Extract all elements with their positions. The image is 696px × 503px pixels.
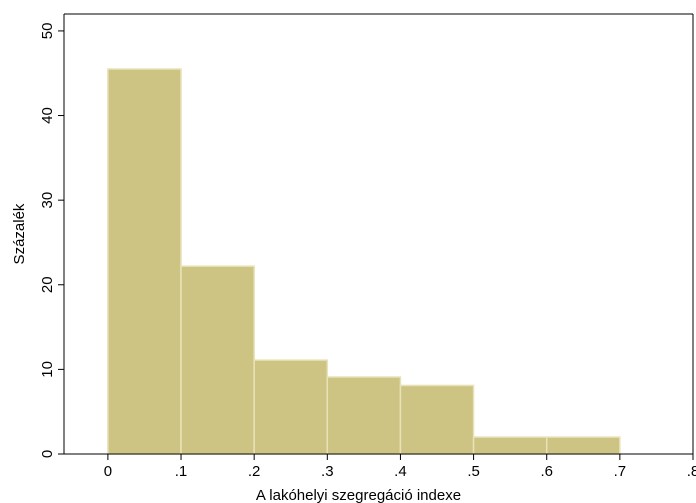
y-tick-label: 50: [39, 23, 56, 40]
x-tick-label: .2: [248, 463, 261, 480]
histogram-bar: [326, 376, 402, 455]
x-tick-label: .3: [321, 463, 334, 480]
histogram-bar: [472, 436, 548, 455]
histogram-bar: [180, 265, 255, 455]
x-axis-title: A lakóhelyi szegregáció indexe: [256, 487, 461, 503]
x-tick-label: .7: [614, 463, 627, 480]
y-ticks-group: 0 10 20 30 40 50: [39, 23, 64, 458]
y-tick-label: 0: [39, 450, 56, 458]
x-ticks-group: 0 .1 .2 .3 .4 .5 .6 .7 .8: [104, 454, 696, 480]
histogram-bar: [399, 384, 475, 455]
histogram-bar: [107, 68, 182, 455]
histogram-bar: [253, 359, 329, 455]
x-tick-label: .8: [687, 463, 696, 480]
y-tick-label: 20: [39, 276, 56, 293]
axes-group: [63, 13, 694, 455]
bars-group: [107, 68, 621, 455]
x-tick-label: .1: [175, 463, 188, 480]
x-tick-label: 0: [104, 463, 112, 480]
x-tick-label: .6: [540, 463, 553, 480]
y-axis-title: Százalék: [11, 203, 28, 264]
y-tick-label: 40: [39, 107, 56, 124]
y-tick-label: 10: [39, 361, 56, 378]
x-tick-label: .4: [394, 463, 407, 480]
x-tick-label: .5: [467, 463, 480, 480]
y-tick-label: 30: [39, 192, 56, 209]
histogram-bar: [545, 436, 621, 455]
